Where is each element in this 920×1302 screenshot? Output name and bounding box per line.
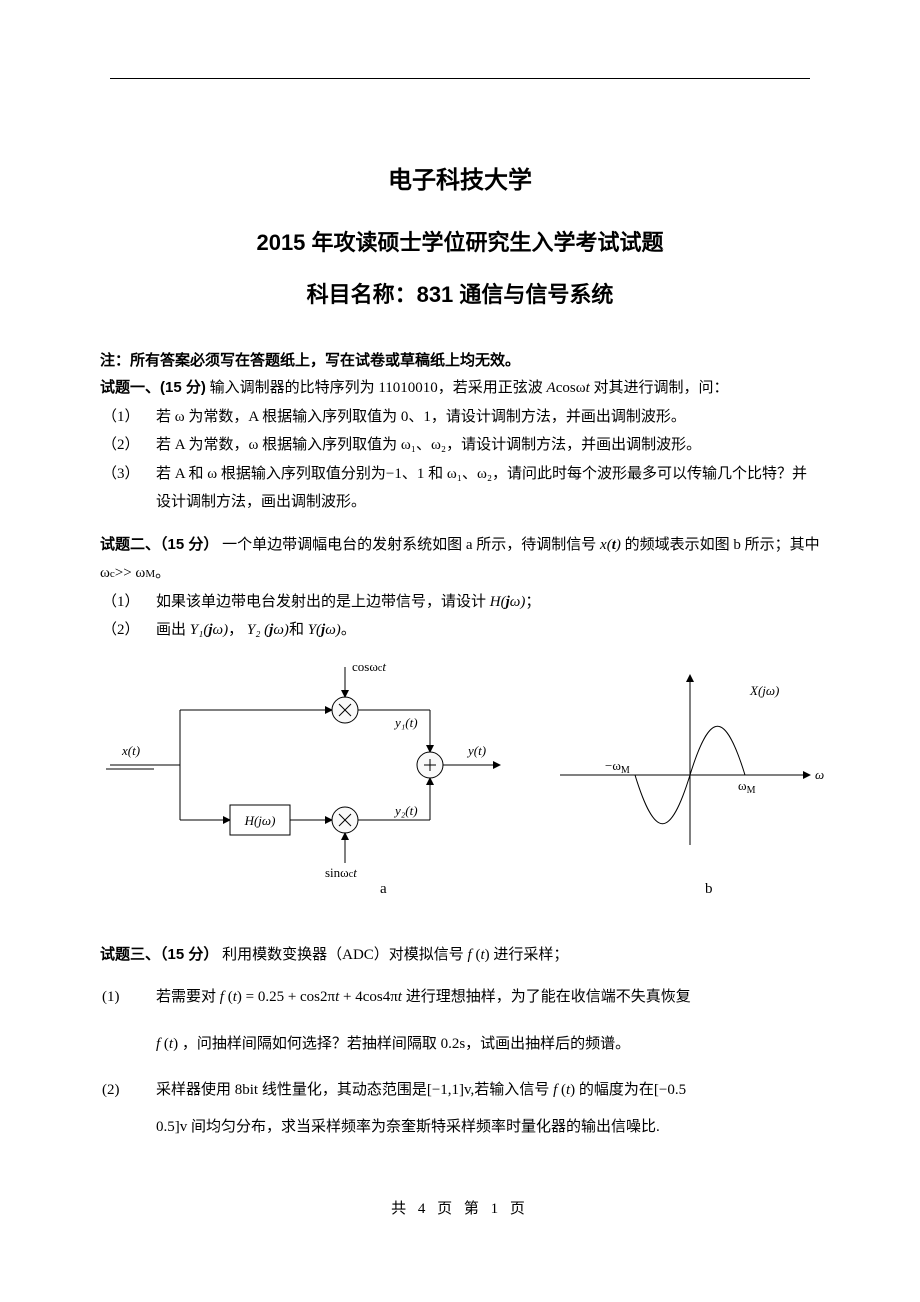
label-wM-pos: ωM (738, 778, 756, 796)
top-rule (110, 78, 810, 79)
q3-2-text: 采样器使用 8bit 线性量化，其动态范围是[−1,1]v,若输入信号 f (t… (156, 1076, 820, 1105)
q3-stem: 利用模数变换器（ADC）对模拟信号 f (t) 进行采样； (222, 947, 568, 963)
q1-2: （2） 若 A 为常数，ω 根据输入序列取值为 ω₁、ω₂，请设计调制方法，并画… (100, 431, 820, 460)
q1-3: （3） 若 A 和 ω 根据输入序列取值分别为−1、1 和 ω₁、ω₂，请问此时… (100, 460, 820, 517)
q3-1b: f (t) ，问抽样间隔如何选择？若抽样间隔取 0.2s，试画出抽样后的频谱。 (100, 1030, 820, 1059)
q2-1-text: 如果该单边带电台发射出的是上边带信号，请设计 H(jω)； (156, 588, 820, 617)
label-wM-neg: −ωM (605, 758, 630, 776)
university-title: 电子科技大学 (100, 160, 820, 195)
label-sin: sinωct (325, 865, 357, 880)
q2-2-num: （2） (102, 616, 156, 645)
q3-1-num: (1) (102, 983, 156, 1012)
caption-a: a (380, 881, 387, 895)
exam-page: 电子科技大学 2015 年攻读硕士学位研究生入学考试试题 科目名称：831 通信… (0, 0, 920, 1302)
year-title: 2015 年攻读硕士学位研究生入学考试试题 (100, 225, 820, 257)
q2-1-num: （1） (102, 588, 156, 617)
q1-1-text: 若 ω 为常数，A 根据输入序列取值为 0、1，请设计调制方法，并画出调制波形。 (156, 403, 820, 432)
label-y: y(t) (466, 743, 486, 758)
q3-2: (2) 采样器使用 8bit 线性量化，其动态范围是[−1,1]v,若输入信号 … (100, 1076, 820, 1105)
spectrum-neg (635, 775, 690, 824)
q2-1: （1） 如果该单边带电台发射出的是上边带信号，请设计 H(jω)； (100, 588, 820, 617)
q1-1-num: （1） (102, 403, 156, 432)
label-xt: x(t) (121, 743, 140, 758)
block-diagram-a: x(t) H(jω) cosωct sinωct (100, 655, 530, 895)
label-w: ω (815, 767, 824, 782)
label-y1: y₁(t) (393, 715, 418, 730)
q3-head: 试题三、（15 分） 利用模数变换器（ADC）对模拟信号 f (t) 进行采样； (100, 941, 820, 970)
instruction-note: 注：所有答案必须写在答题纸上，写在试卷或草稿纸上均无效。 (100, 349, 820, 370)
q1-3-text: 若 A 和 ω 根据输入序列取值分别为−1、1 和 ω₁、ω₂，请问此时每个波形… (156, 460, 820, 517)
q1-2-num: （2） (102, 431, 156, 460)
q3-1-text: 若需要对 f (t) = 0.25 + cos2πt + 4cos4πt 进行理… (156, 983, 820, 1012)
label-cos: cosωct (352, 659, 386, 674)
q3-2b: 0.5]v 间均匀分布，求当采样频率为奈奎斯特采样频率时量化器的输出信噪比. (100, 1113, 820, 1142)
q1-2-text: 若 A 为常数，ω 根据输入序列取值为 ω₁、ω₂，请设计调制方法，并画出调制波… (156, 431, 820, 460)
diagram-area: x(t) H(jω) cosωct sinωct (100, 655, 820, 915)
q2-2: （2） 画出 Y₁(jω)， Y₂ (jω)和 Y(jω)。 (100, 616, 820, 645)
q1-stem: 输入调制器的比特序列为 11010010，若采用正弦波 Acosωt 对其进行调… (210, 380, 729, 396)
q3-label: 试题三、（15 分） (100, 946, 218, 963)
q3-1: (1) 若需要对 f (t) = 0.25 + cos2πt + 4cos4πt… (100, 983, 820, 1012)
q1-1: （1） 若 ω 为常数，A 根据输入序列取值为 0、1，请设计调制方法，并画出调… (100, 403, 820, 432)
spectrum-diagram-b: ω X(jω) −ωM ωM b (550, 655, 830, 895)
label-H: H(jω) (244, 813, 276, 828)
q1-3-num: （3） (102, 460, 156, 517)
q2-head: 试题二、（15 分） 一个单边带调幅电台的发射系统如图 a 所示，待调制信号 x… (100, 531, 820, 588)
q3-2-num: (2) (102, 1076, 156, 1105)
q1-head: 试题一、(15 分) 输入调制器的比特序列为 11010010，若采用正弦波 A… (100, 374, 820, 403)
label-Xjw: X(jω) (749, 683, 779, 698)
subject-title: 科目名称：831 通信与信号系统 (100, 277, 820, 309)
q2-2-text: 画出 Y₁(jω)， Y₂ (jω)和 Y(jω)。 (156, 616, 820, 645)
page-footer: 共 4 页 第 1 页 (0, 1197, 920, 1218)
q2-label: 试题二、（15 分） (100, 536, 218, 553)
label-y2: y₂(t) (393, 803, 418, 818)
caption-b: b (705, 881, 713, 895)
spectrum-pos (690, 726, 745, 775)
